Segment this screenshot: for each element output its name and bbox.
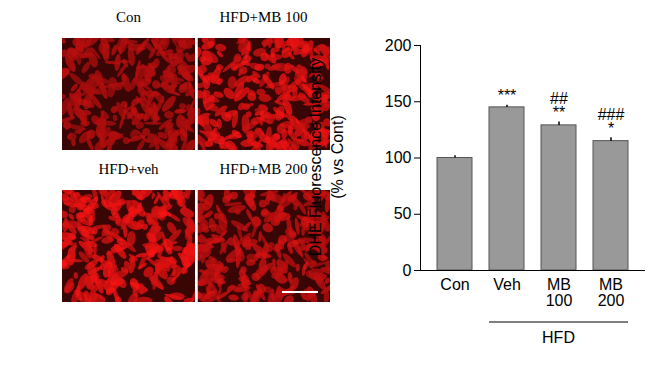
svg-text:MB200: MB200 <box>598 276 625 309</box>
svg-text:MB100: MB100 <box>546 276 573 309</box>
svg-text:100: 100 <box>385 149 412 166</box>
svg-text:***: *** <box>498 87 517 104</box>
svg-text:Con: Con <box>440 276 469 293</box>
svg-text:Con: Con <box>116 9 142 25</box>
svg-text:50: 50 <box>394 205 412 222</box>
svg-text:###*: ###* <box>598 106 625 137</box>
svg-text:HFD+MB 200: HFD+MB 200 <box>219 161 307 177</box>
svg-text:HFD: HFD <box>542 329 575 346</box>
svg-text:Veh: Veh <box>493 276 521 293</box>
svg-text:HFD+veh: HFD+veh <box>98 161 159 177</box>
svg-text:150: 150 <box>385 93 412 110</box>
svg-text:200: 200 <box>385 37 412 54</box>
html-text:DHE Fluorescence Intensity (%: DHE Fluorescence Intensity (% vs Cont) <box>307 57 346 257</box>
svg-text:##**: ##** <box>550 90 568 121</box>
svg-text:0: 0 <box>403 262 412 279</box>
svg-text:HFD+MB 100: HFD+MB 100 <box>219 9 307 25</box>
